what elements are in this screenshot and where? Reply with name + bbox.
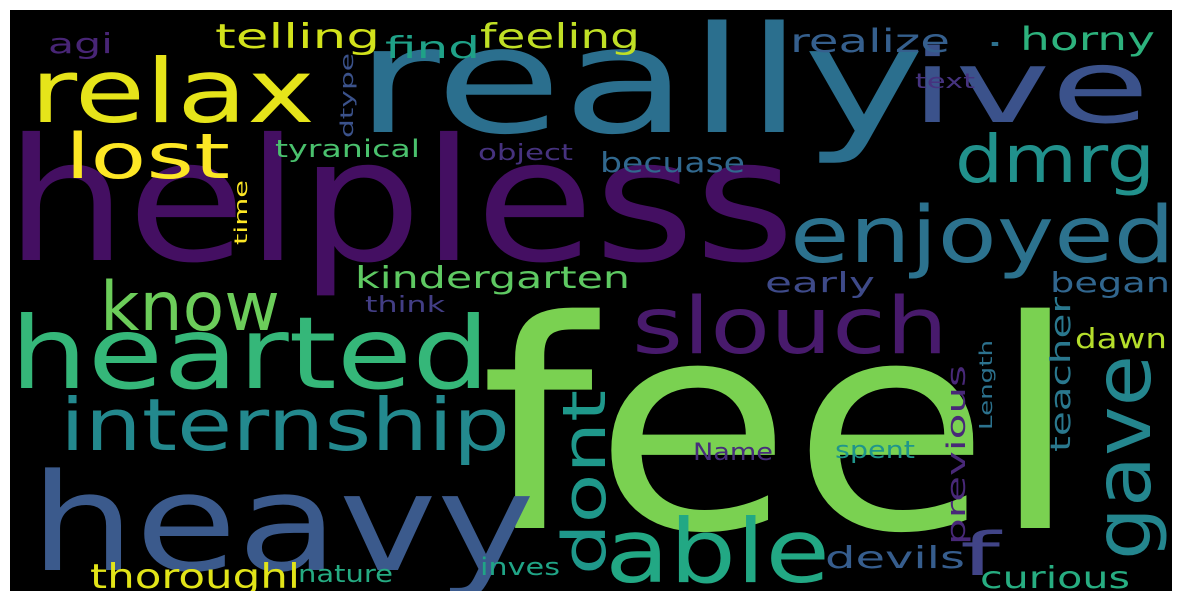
word-gave: gave [1079,355,1169,560]
word--: · [985,25,1005,63]
word-enjoyed: enjoyed [790,191,1172,281]
word-nature: nature [298,560,393,588]
word-dont: dont [550,390,620,575]
word-becuase: becuase [600,146,745,179]
word-feeling: feeling [480,17,640,57]
word-teacher: teacher [1044,296,1077,452]
word-dmrg: dmrg [955,121,1155,198]
word-horny: horny [1020,20,1155,58]
word-began: began [1050,266,1170,299]
word-time: time [231,180,252,245]
word-agi: agi [48,27,113,60]
word-name: Name [693,438,773,466]
word-think: think [365,293,445,318]
word-telling: telling [215,17,380,57]
word-tyranical: tyranical [275,135,420,163]
word-f: f [960,520,1004,590]
word-ive: ive [910,28,1150,147]
word-slouch: slouch [632,282,948,372]
word-hearted: hearted [10,295,490,412]
word-text: text [915,69,975,93]
word-feel: feel [480,260,1080,591]
word-dtype: dtype [337,53,358,138]
word-really: really [355,10,925,167]
word-devils: devils [825,541,965,576]
word-realize: realize [790,22,950,60]
word-length: Length [976,340,997,430]
word-thoroughl: thoroughl [90,557,300,591]
word-curious: curious [980,561,1130,591]
word-know: know [100,268,280,347]
word-helpless: helpless [10,103,795,301]
word-early: early [765,266,875,299]
word-inves: inves [480,553,560,581]
word-spent: spent [835,436,915,464]
word-able: able [605,500,830,591]
word-dawn: dawn [1075,322,1167,355]
word-kindergarten: kindergarten [355,261,630,296]
word-object: object [478,141,574,166]
word-find: find [385,31,480,66]
word-internship: internship [60,383,510,467]
word-previous: previous [942,365,972,545]
word-heavy: heavy [30,445,535,591]
wordcloud-canvas: feel helpless really heavy hearted relax ive en… [10,10,1172,591]
word-lost: lost [65,120,230,193]
word-relax: relax [30,40,315,143]
